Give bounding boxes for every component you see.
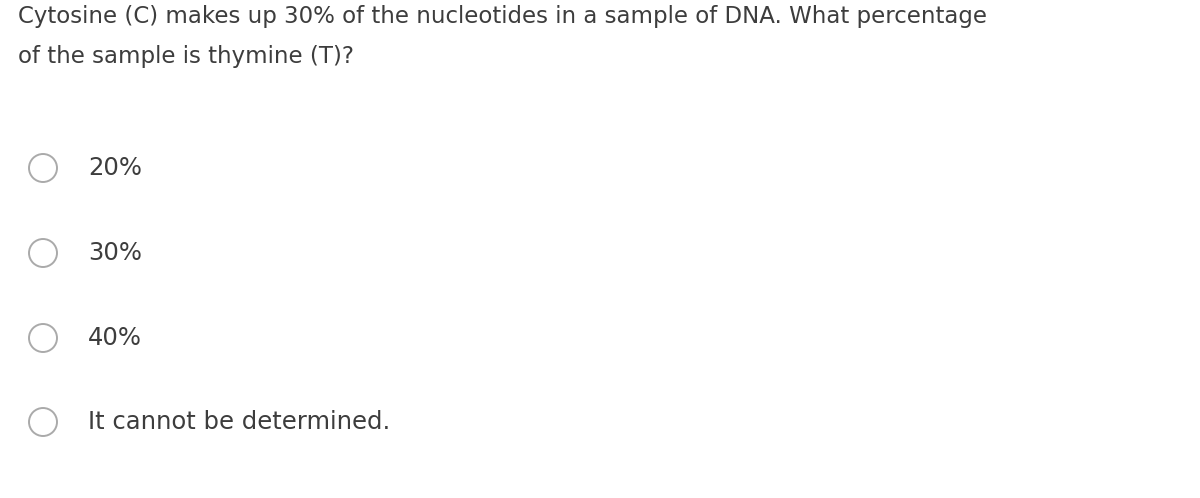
Text: It cannot be determined.: It cannot be determined. xyxy=(88,410,390,434)
Text: Cytosine (C) makes up 30% of the nucleotides in a sample of DNA. What percentage: Cytosine (C) makes up 30% of the nucleot… xyxy=(18,5,986,28)
Text: 40%: 40% xyxy=(88,326,142,350)
Text: 30%: 30% xyxy=(88,241,142,265)
Text: 20%: 20% xyxy=(88,156,142,180)
Text: of the sample is thymine (T)?: of the sample is thymine (T)? xyxy=(18,45,354,68)
